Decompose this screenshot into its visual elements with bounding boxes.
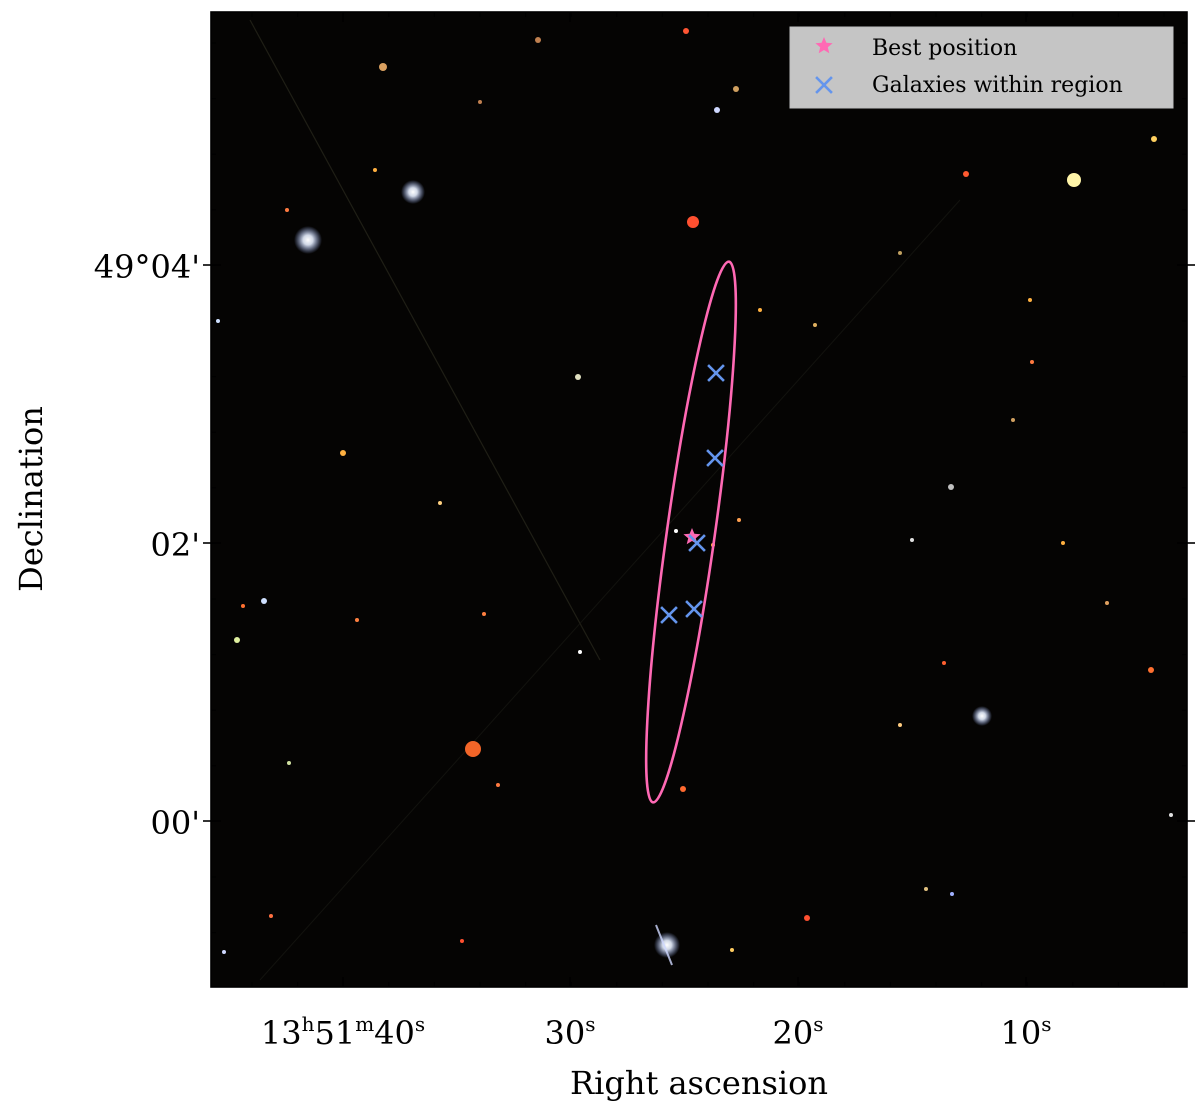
field-star [287, 761, 291, 765]
field-star [924, 887, 928, 891]
field-star [222, 950, 226, 954]
field-star [478, 100, 482, 104]
field-star [963, 171, 969, 177]
galaxy-marker [660, 606, 678, 624]
field-star [575, 374, 581, 380]
galaxy-marker [707, 364, 725, 382]
x-marker-stroke [706, 449, 724, 467]
bright-star [294, 226, 322, 254]
best-position-star [683, 528, 701, 545]
legend-cross-icon [815, 76, 833, 94]
field-star [942, 661, 946, 665]
x-marker-stroke [660, 606, 678, 624]
field-star [261, 598, 267, 604]
field-star [482, 612, 486, 616]
field-star [898, 251, 902, 255]
field-star [535, 37, 541, 43]
field-star [730, 948, 734, 952]
x-tick-label-20s: 20s [773, 1012, 824, 1052]
x-tick-label-30s: 30s [545, 1012, 596, 1052]
plot-frame [210, 11, 1188, 988]
field-star [285, 208, 289, 212]
field-star [1148, 667, 1154, 673]
galaxy-marker [706, 449, 724, 467]
legend-star-shape [815, 37, 833, 54]
satellite-streak [259, 199, 961, 981]
field-star [1061, 541, 1065, 545]
field-star [241, 604, 245, 608]
field-star [1169, 813, 1173, 817]
x-tick-labels: 13h51m40s 30s 20s 10s [261, 1012, 1052, 1052]
bright-star [687, 216, 699, 228]
x-marker-stroke [815, 76, 833, 94]
bright-star [465, 741, 481, 757]
field-star [460, 939, 464, 943]
y-tick-labels: 49°04' 02' 00' [94, 248, 200, 842]
field-star [379, 63, 387, 71]
x-axis-title: Right ascension [570, 1064, 828, 1102]
y-axis-title: Declination [12, 406, 50, 592]
x-tick-label-13h51m40s: 13h51m40s [261, 1012, 425, 1052]
error-region-ellipse [644, 260, 738, 804]
field-star [898, 723, 902, 727]
field-star [1151, 136, 1157, 142]
field-star [674, 529, 678, 533]
legend-star-icon [815, 37, 833, 54]
y-tick-label-00: 00' [150, 804, 200, 842]
best-position-marker [683, 528, 701, 545]
field-star [680, 786, 686, 792]
galaxy-markers [660, 364, 725, 624]
field-star [714, 107, 720, 113]
y-tick-label-49-04: 49°04' [94, 248, 200, 286]
x-marker-stroke [688, 534, 706, 552]
bright-star [972, 706, 992, 726]
field-star [1105, 601, 1109, 605]
field-star [234, 637, 240, 643]
field-star [340, 450, 346, 456]
field-star [683, 28, 689, 34]
bright-star [401, 180, 425, 204]
legend-label-galaxies: Galaxies within region [872, 73, 1123, 98]
star-spike [655, 924, 673, 966]
field-star [438, 501, 442, 505]
field-star [578, 650, 582, 654]
field-star [804, 915, 810, 921]
field-star [758, 308, 762, 312]
field-star [373, 168, 377, 172]
x-marker-stroke [707, 364, 725, 382]
legend-label-best-position: Best position [872, 36, 1017, 61]
field-star [733, 86, 739, 92]
field-star [950, 892, 954, 896]
field-star [496, 783, 500, 787]
field-star [910, 538, 914, 542]
sky-image [211, 12, 1187, 987]
axis-ticks [203, 12, 1195, 987]
field-star [1028, 298, 1032, 302]
x-marker-stroke [685, 600, 703, 618]
y-tick-label-02: 02' [150, 526, 200, 564]
galaxy-marker [688, 534, 706, 552]
field-star [948, 484, 954, 490]
field-star [269, 914, 273, 918]
field-star [813, 323, 817, 327]
field-star [1011, 418, 1015, 422]
field-star [1030, 360, 1034, 364]
field-star [737, 518, 741, 522]
galaxy-marker [685, 600, 703, 618]
legend: Best position Galaxies within region [789, 26, 1174, 109]
bright-star [1067, 173, 1081, 187]
field-star [355, 618, 359, 622]
field-star [216, 319, 220, 323]
legend-box [789, 26, 1174, 109]
x-tick-label-10s: 10s [1001, 1012, 1052, 1052]
satellite-streak [249, 19, 601, 661]
sky-sources [216, 19, 1173, 981]
